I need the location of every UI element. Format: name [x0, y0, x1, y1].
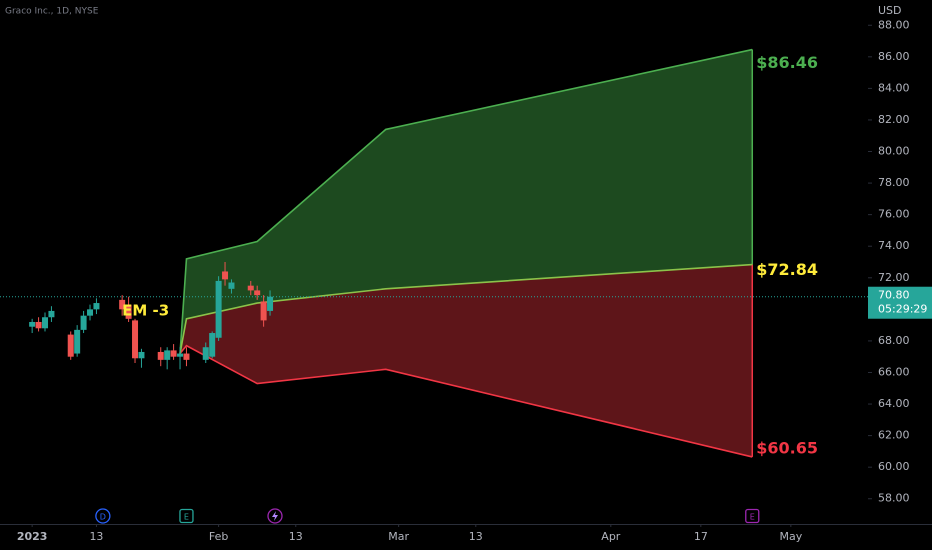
- event-label: D: [100, 513, 106, 522]
- candle-body: [87, 309, 94, 316]
- candle-body: [228, 282, 235, 289]
- candle-body: [183, 353, 190, 360]
- candle-body: [177, 353, 184, 357]
- candle-body: [29, 321, 36, 327]
- candle-body: [35, 321, 42, 329]
- band-value-label: $72.84: [756, 260, 818, 279]
- upper-band-area: [180, 49, 753, 354]
- x-tick-label: 17: [694, 530, 708, 543]
- candle-body: [267, 296, 274, 311]
- candle-body: [254, 290, 261, 296]
- y-tick-label: 72.00: [878, 271, 910, 284]
- candle-body: [209, 333, 216, 357]
- candle-body: [80, 315, 87, 330]
- y-tick-label: 82.00: [878, 113, 910, 126]
- middle-band-line: [179, 263, 753, 354]
- event-marker: [745, 508, 760, 524]
- x-tick-label: Mar: [388, 530, 409, 543]
- lightning-icon: [272, 511, 278, 521]
- x-tick-label: Apr: [601, 530, 621, 543]
- y-tick-label: 78.00: [878, 176, 910, 189]
- lower-band-area: [180, 264, 753, 457]
- price-countdown: 05:29:29: [878, 303, 927, 316]
- y-tick-label: 58.00: [878, 492, 910, 505]
- price-tag-label: 70.80: [878, 289, 910, 302]
- lower-band-line: [179, 344, 753, 458]
- currency: USD: [878, 4, 902, 17]
- x-tick-label: 2023: [17, 530, 48, 543]
- candle-body: [93, 303, 100, 310]
- candle-body: [42, 317, 49, 329]
- y-tick-label: 86.00: [878, 50, 910, 63]
- candle-body: [170, 350, 177, 357]
- event-label: E: [750, 513, 755, 522]
- event-circle: [267, 508, 283, 524]
- candle-body: [222, 271, 229, 280]
- y-tick-label: 88.00: [878, 18, 910, 31]
- x-tick-label: Feb: [209, 530, 228, 543]
- candle-body: [119, 299, 126, 310]
- y-tick-label: 84.00: [878, 81, 910, 94]
- x-tick-label: 13: [469, 530, 483, 543]
- candle-body: [215, 280, 222, 338]
- event-marker: [179, 508, 194, 524]
- y-tick-label: 64.00: [878, 397, 910, 410]
- price-tag: [868, 286, 932, 319]
- candle-body: [48, 310, 55, 318]
- x-tick-label: 13: [289, 530, 303, 543]
- chart-title: Graco Inc., 1D, NYSE: [5, 7, 99, 17]
- y-tick-label: 74.00: [878, 239, 910, 252]
- candle-body: [125, 304, 132, 319]
- candle-body: [157, 351, 164, 360]
- y-tick-label: 66.00: [878, 365, 910, 378]
- annotation: EM -3: [122, 301, 169, 319]
- candle-body: [247, 285, 254, 291]
- candle-body: [74, 329, 81, 354]
- y-tick-label: 68.00: [878, 334, 910, 347]
- y-tick-label: 80.00: [878, 145, 910, 158]
- candle-body: [202, 347, 209, 360]
- candle-body: [132, 320, 139, 359]
- event-icon: [267, 508, 283, 524]
- y-tick-label: 76.00: [878, 208, 910, 221]
- candle-body: [67, 334, 74, 357]
- candle-body: [260, 301, 267, 321]
- y-tick-label: 62.00: [878, 429, 910, 442]
- upper-band-line: [179, 48, 753, 354]
- candle-body: [138, 351, 145, 359]
- event-marker: [95, 508, 111, 524]
- x-tick-label: May: [779, 530, 802, 543]
- candle-body: [164, 350, 171, 360]
- band-value-label: $60.65: [756, 438, 818, 457]
- x-tick-label: 13: [89, 530, 103, 543]
- y-tick-label: 60.00: [878, 460, 910, 473]
- band-value-label: $86.46: [756, 53, 818, 72]
- event-label: E: [184, 513, 189, 522]
